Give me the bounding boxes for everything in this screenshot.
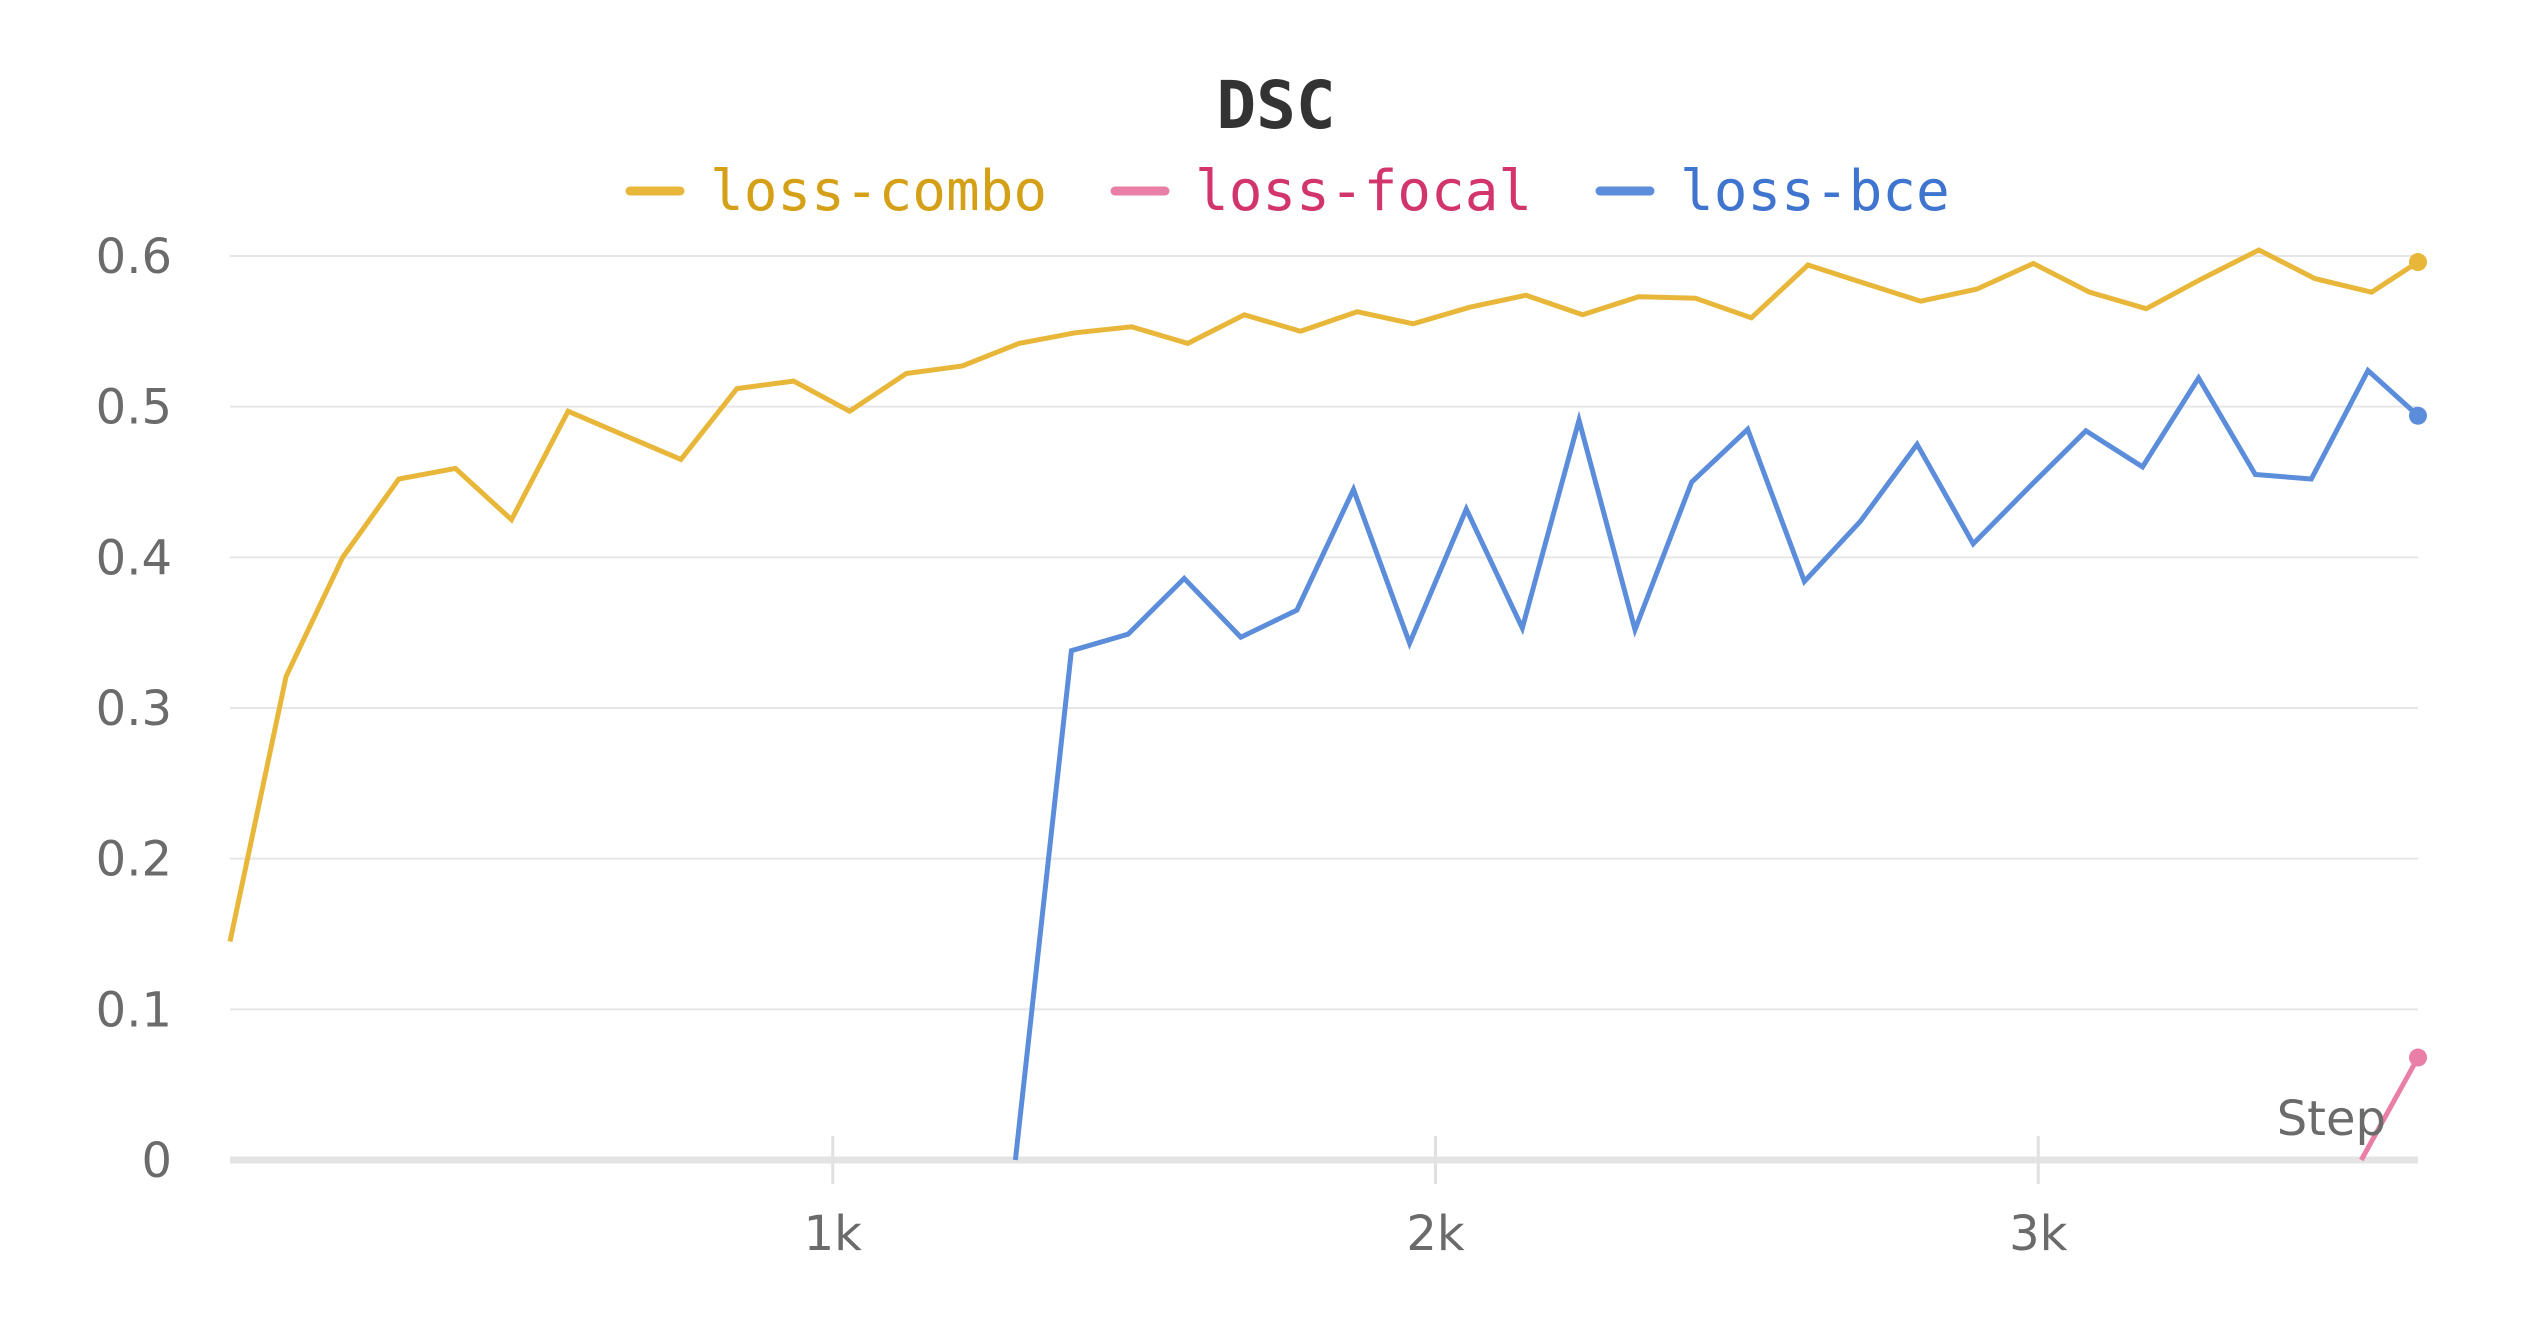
x-tick-label: 2k (1406, 1206, 1465, 1262)
series-end-point-loss-combo (2409, 253, 2427, 272)
y-tick-label: 0.6 (96, 229, 172, 285)
x-tick-label: 3k (2009, 1206, 2068, 1262)
y-tick-label: 0.4 (96, 530, 172, 586)
legend-item-loss-combo: loss-combo (625, 159, 1047, 224)
legend-item-loss-bce: loss-bce (1595, 159, 1950, 224)
series-line-loss-focal (2359, 1056, 2421, 1162)
y-tick-label: 0.1 (96, 982, 172, 1038)
chart-title: DSC (1216, 67, 1335, 144)
y-tick-label: 0 (141, 1133, 172, 1189)
x-axis-label: Step (2277, 1091, 2386, 1147)
series-lines (227, 247, 2427, 1162)
legend-label-loss-bce: loss-bce (1680, 159, 1950, 224)
x-axis-ticks: 1k 2k 3k (804, 1136, 2068, 1262)
chart-legend: loss-combo loss-focal loss-bce (625, 159, 1950, 224)
series-end-point-loss-focal (2409, 1048, 2427, 1067)
y-axis-ticks: 0 0.1 0.2 0.3 0.4 0.5 0.6 (96, 229, 172, 1189)
series-end-point-loss-bce (2409, 406, 2427, 425)
y-tick-label: 0.5 (96, 380, 172, 436)
legend-label-loss-combo: loss-combo (710, 159, 1047, 224)
y-tick-label: 0.3 (96, 681, 172, 737)
legend-item-loss-focal: loss-focal (1110, 159, 1532, 224)
x-tick-label: 1k (804, 1206, 863, 1262)
grid-lines (230, 255, 2418, 1011)
y-tick-label: 0.2 (96, 832, 172, 888)
legend-label-loss-focal: loss-focal (1195, 159, 1532, 224)
series-line-loss-bce (1012, 366, 2420, 1161)
series-line-loss-combo (227, 247, 2420, 943)
